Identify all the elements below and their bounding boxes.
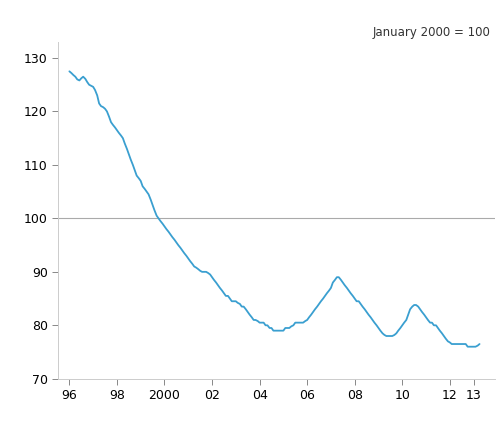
- Text: January 2000 = 100: January 2000 = 100: [373, 26, 490, 39]
- Text: Tokyo Stock Exchange House Price Index: Tokyo Stock Exchange House Price Index: [6, 13, 376, 28]
